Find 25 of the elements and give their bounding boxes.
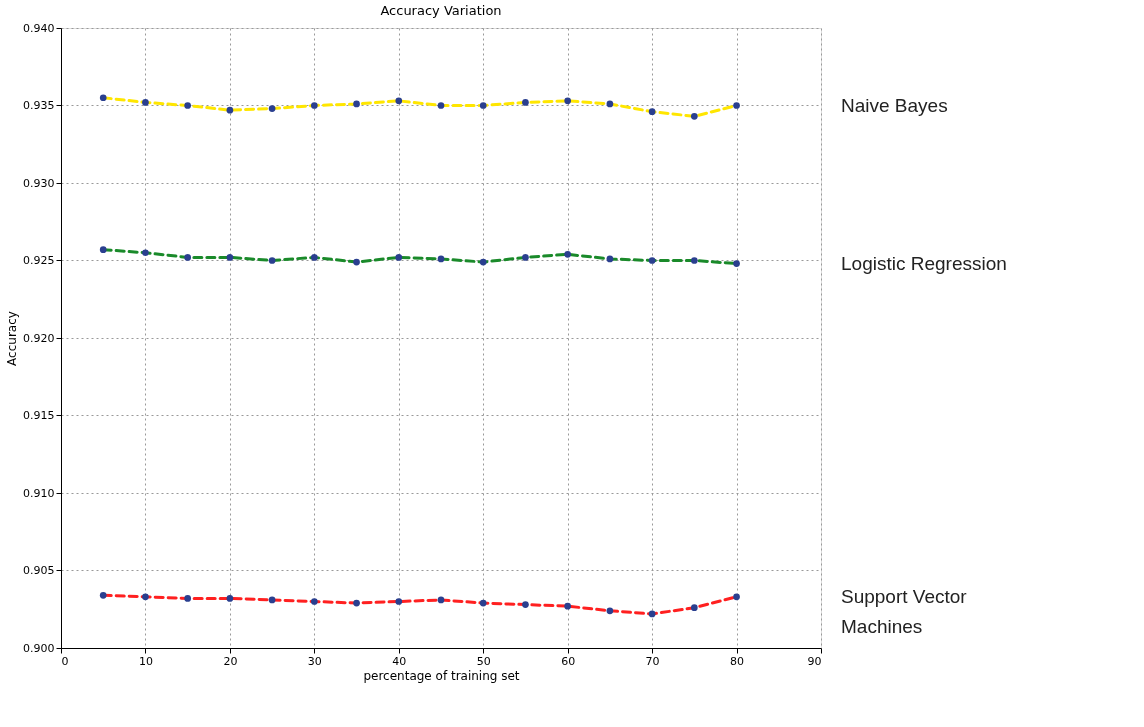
y-tick-label: 0.925 bbox=[23, 254, 55, 267]
x-tick-label: 20 bbox=[223, 654, 238, 668]
text: Support Vector Machines bbox=[841, 585, 968, 637]
x-tick-label: 70 bbox=[645, 654, 660, 668]
y-axis-title: Accuracy bbox=[5, 311, 20, 366]
x-tick-label: 60 bbox=[561, 654, 576, 668]
y-tick-label: 0.915 bbox=[23, 409, 55, 422]
y-tick-label: 0.930 bbox=[23, 176, 55, 190]
x-tick-label: 50 bbox=[476, 654, 491, 668]
text: Naive Bayes bbox=[841, 94, 948, 116]
x-axis-title: percentage of training set bbox=[363, 668, 520, 683]
x-tick-label: 80 bbox=[730, 654, 745, 668]
y-tick-label: 0.905 bbox=[23, 564, 55, 577]
x-tick-label: 40 bbox=[392, 654, 407, 668]
x-tick-label: 30 bbox=[307, 654, 322, 668]
text: Logistic Regression bbox=[841, 252, 1007, 274]
y-tick-label: 0.910 bbox=[23, 486, 55, 500]
x-tick-label: 90 bbox=[807, 654, 822, 668]
y-tick-label: 0.920 bbox=[23, 331, 55, 345]
y-tick-label: 0.940 bbox=[23, 21, 55, 35]
y-tick-label: 0.935 bbox=[23, 99, 55, 112]
chart-title: Accuracy Variation bbox=[380, 3, 502, 18]
x-tick-label: 0 bbox=[61, 654, 69, 668]
y-tick-label: 0.900 bbox=[23, 641, 55, 655]
x-tick-label: 10 bbox=[138, 654, 153, 668]
